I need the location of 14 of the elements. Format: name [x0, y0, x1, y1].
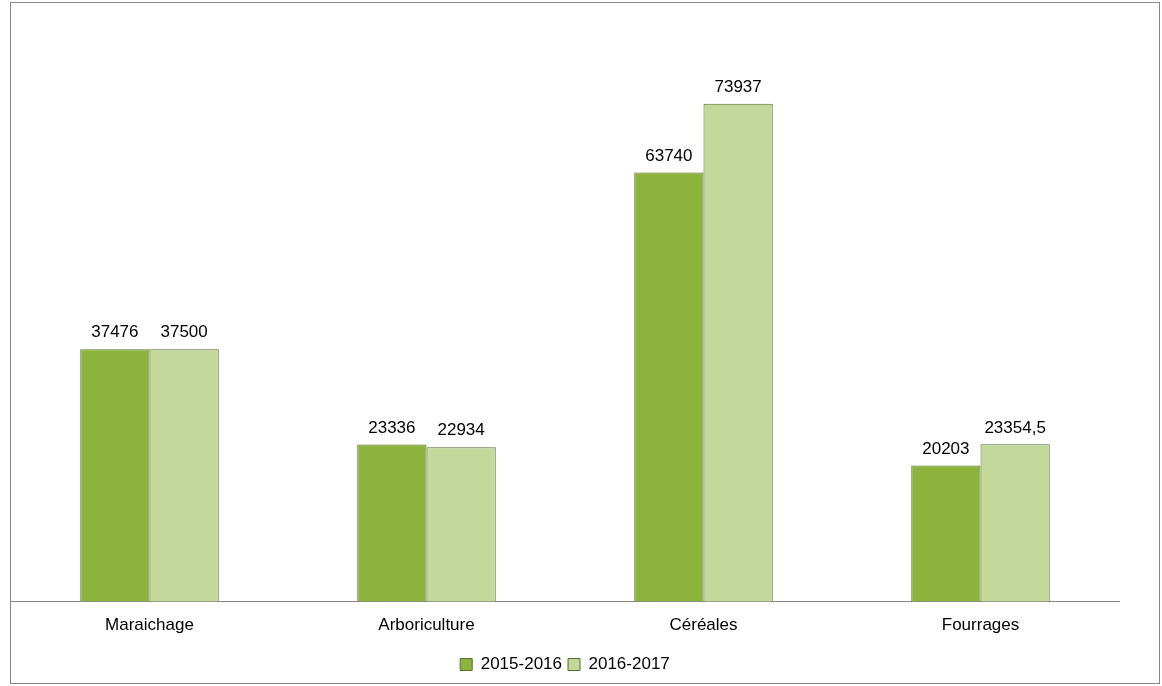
x-tick-label: Maraichage [105, 615, 194, 635]
data-label: 22934 [437, 420, 485, 440]
legend-label: 2015-2016 [480, 654, 563, 674]
data-label: 23354,5 [984, 417, 1046, 437]
data-label: 20203 [922, 438, 970, 458]
data-label: 37476 [91, 322, 139, 342]
data-label: 37500 [160, 322, 208, 342]
x-tick-label: Arboriculture [378, 615, 475, 635]
data-label: 23336 [368, 417, 416, 437]
data-label: 73937 [714, 77, 762, 97]
x-tick-label: Céréales [669, 615, 738, 635]
legend-label: 2016-2017 [588, 654, 670, 674]
x-tick-label: Fourrages [941, 615, 1020, 635]
data-label: 63740 [645, 145, 693, 165]
